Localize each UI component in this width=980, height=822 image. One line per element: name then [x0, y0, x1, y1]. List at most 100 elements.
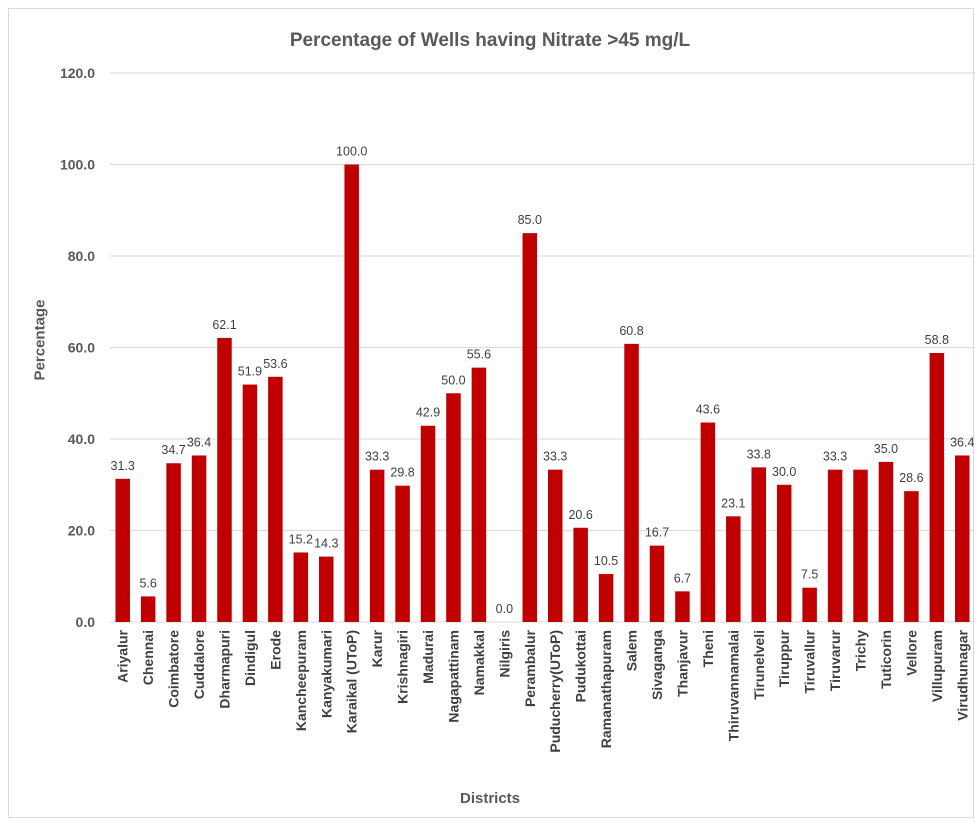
y-tick-label: 20.0 [68, 523, 95, 539]
bar [344, 164, 359, 622]
bar [547, 469, 563, 622]
bar [319, 556, 334, 622]
bar [140, 596, 156, 622]
data-label: 33.3 [365, 450, 389, 464]
data-label: 10.5 [594, 554, 618, 568]
x-tick-label: Ramanathapuram [598, 630, 614, 748]
bar [522, 233, 538, 622]
x-tick-label: Karaikal (UToP) [344, 630, 360, 733]
bar [675, 591, 690, 622]
bar [268, 376, 283, 622]
bar [598, 573, 614, 622]
bar [420, 425, 436, 622]
data-label: 51.9 [238, 365, 262, 379]
data-label: 50.0 [441, 373, 465, 387]
bar [191, 455, 207, 622]
data-label: 16.7 [645, 526, 669, 540]
bar [726, 516, 741, 622]
x-tick-label: Puducherry(UToP) [547, 630, 563, 753]
x-tick-label: Villupuram [929, 630, 945, 702]
x-tick-label: Ariyalur [115, 629, 131, 682]
data-label: 5.6 [139, 576, 156, 590]
data-label: 43.6 [696, 403, 720, 417]
data-label: 6.7 [674, 571, 691, 585]
x-tick-label: Salem [624, 630, 640, 671]
x-tick-label: Pudukottai [573, 630, 589, 702]
data-label: 33.8 [747, 447, 771, 461]
x-tick-label: Erode [267, 630, 283, 670]
data-label: 29.8 [390, 466, 414, 480]
data-label: 20.6 [568, 508, 592, 522]
y-tick-label: 0.0 [76, 614, 96, 630]
data-label: 33.3 [823, 450, 847, 464]
x-tick-label: Dindigul [242, 630, 258, 686]
x-tick-label: Tiruvallur [802, 629, 818, 693]
x-tick-label: Karur [369, 629, 385, 667]
data-label: 23.1 [721, 496, 745, 510]
data-label: 31.3 [111, 459, 135, 473]
y-tick-label: 100.0 [60, 157, 95, 173]
bar [369, 469, 385, 622]
x-tick-label: Tuticorin [878, 630, 894, 689]
bar [471, 367, 487, 622]
data-label: 34.7 [161, 443, 185, 457]
bar [878, 461, 894, 622]
bar [395, 485, 410, 622]
x-tick-label: Vellore [903, 630, 919, 676]
data-label: 28.6 [899, 471, 923, 485]
chart-title: Percentage of Wells having Nitrate >45 m… [289, 30, 691, 51]
bar [802, 587, 817, 622]
chart-frame [8, 8, 974, 818]
x-tick-label: Kancheepuram [293, 630, 309, 731]
x-tick-label: Namakkal [471, 630, 487, 695]
bar [166, 463, 181, 622]
x-tick-label: Trichy [853, 630, 869, 671]
x-tick-label: Thiruvannamalai [725, 630, 741, 741]
x-tick-label: Nagapattinam [445, 630, 461, 723]
data-label: 35.0 [874, 442, 898, 456]
x-tick-label: Dharmapuri [216, 630, 232, 709]
data-label: 36.4 [950, 435, 974, 449]
x-tick-label: Madurai [420, 630, 436, 684]
data-label: 0.0 [496, 602, 513, 616]
x-axis-title: Districts [459, 790, 521, 807]
data-label: 58.8 [925, 333, 949, 347]
x-tick-label: Kanyakumari [318, 630, 334, 718]
data-label: 36.4 [187, 435, 211, 449]
bar [904, 491, 919, 622]
y-tick-label: 80.0 [68, 248, 95, 264]
x-tick-label: Virudhunagar [954, 629, 970, 720]
bar [929, 352, 945, 622]
data-label: 62.1 [212, 318, 236, 332]
data-label: 30.0 [772, 465, 796, 479]
data-label: 55.6 [467, 348, 491, 362]
x-tick-label: Sivaganga [649, 630, 665, 700]
x-tick-label: Tiruppur [776, 629, 792, 687]
y-tick-label: 40.0 [68, 431, 95, 447]
x-tick-label: Tirunelveli [751, 630, 767, 700]
bar [624, 343, 639, 622]
x-tick-label: Krishnagiri [395, 630, 411, 704]
data-label: 100.0 [336, 145, 367, 159]
bar [700, 422, 716, 622]
x-tick-label: Tiruvarur [827, 629, 843, 691]
bar [827, 469, 843, 622]
data-label: 42.9 [416, 406, 440, 420]
bar [955, 455, 970, 622]
data-label: 53.6 [263, 357, 287, 371]
data-label: 85.0 [518, 213, 542, 227]
y-tick-label: 60.0 [68, 340, 95, 356]
bar [242, 384, 258, 622]
x-tick-label: Cuddalore [191, 630, 207, 699]
bar [751, 467, 766, 622]
x-tick-label: Thanjavur [674, 629, 690, 696]
bar [853, 469, 868, 622]
data-label: 7.5 [801, 568, 818, 582]
bar [217, 337, 232, 622]
bar [446, 393, 461, 622]
x-tick-label: Coimbatore [166, 630, 182, 708]
bar [293, 552, 309, 622]
x-tick-label: Chennai [140, 630, 156, 685]
